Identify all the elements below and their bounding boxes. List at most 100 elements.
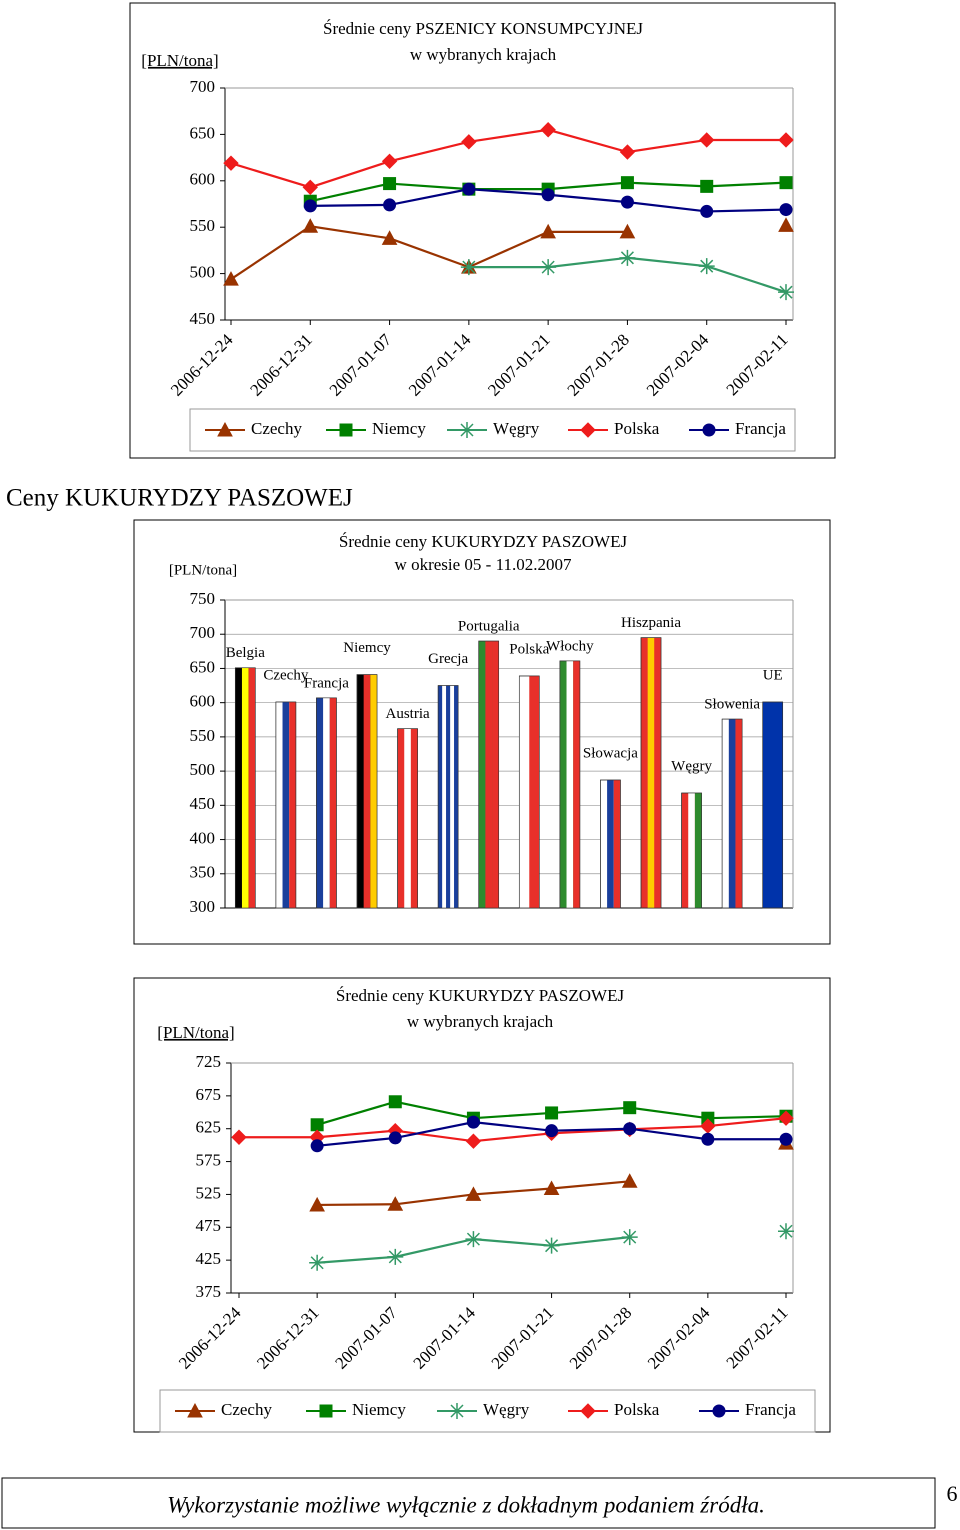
bar-outline — [600, 779, 621, 909]
point — [623, 1101, 637, 1115]
bar-outline — [559, 660, 581, 909]
flag-stripe — [442, 685, 447, 908]
legend-marker — [319, 1404, 333, 1418]
point — [231, 1129, 247, 1145]
point — [388, 1095, 402, 1109]
bar-label: Węgry — [671, 758, 712, 774]
bar-label: Niemcy — [343, 640, 391, 656]
bar-outline — [234, 667, 256, 909]
flag-stripe — [573, 660, 580, 908]
y-tick-label: 425 — [196, 1249, 222, 1268]
point — [465, 1133, 482, 1149]
y-tick-label: 300 — [190, 897, 216, 916]
y-tick-label: 750 — [190, 589, 216, 608]
flag-stripe — [282, 701, 290, 908]
y-tick-label: 525 — [196, 1183, 222, 1202]
legend-marker — [449, 1403, 465, 1419]
chart-title: Średnie ceny KUKURYDZY PASZOWEJ — [336, 986, 625, 1005]
legend-marker — [580, 1403, 596, 1419]
point — [309, 1196, 325, 1212]
y-tick-label: 650 — [190, 657, 216, 676]
legend-marker — [339, 423, 353, 437]
point — [383, 177, 397, 191]
flag-stripe — [446, 685, 451, 908]
bar-outline — [478, 640, 500, 909]
flag-stripe — [492, 641, 499, 908]
legend-marker — [459, 422, 475, 438]
chart-subtitle: w okresie 05 - 11.02.2007 — [395, 555, 572, 574]
point — [381, 153, 398, 170]
legend-marker — [217, 421, 233, 437]
point — [701, 1132, 715, 1146]
legend-marker — [702, 423, 716, 437]
legend-label: Niemcy — [352, 1400, 406, 1419]
bar-label: Portugalia — [458, 619, 520, 635]
bar-label: Hiszpania — [621, 615, 681, 631]
bar-outline — [640, 637, 662, 909]
flag-stripe — [323, 697, 330, 908]
point — [698, 258, 715, 275]
point — [460, 259, 477, 276]
flag-stripe — [647, 637, 655, 908]
series-line — [239, 1117, 787, 1143]
flag-stripe — [566, 660, 574, 908]
bar-label: Polska — [509, 641, 549, 657]
chart-frame — [129, 2, 836, 459]
point — [302, 179, 318, 196]
legend-label: Czechy — [251, 419, 302, 438]
bar-outline — [397, 728, 418, 909]
point — [779, 176, 793, 190]
flag-stripe — [289, 701, 296, 908]
point — [778, 1223, 794, 1240]
y-tick-label: 500 — [190, 263, 216, 282]
flag-stripe — [654, 637, 661, 908]
footer-box — [1, 1477, 936, 1529]
point — [545, 1106, 559, 1120]
y-tick-label: 450 — [190, 309, 216, 328]
bar-outline — [681, 792, 702, 909]
y-tick-label: 700 — [190, 77, 216, 96]
flag-stripe — [370, 674, 377, 908]
bar-label: Grecja — [428, 651, 468, 667]
flag-stripe — [613, 780, 621, 908]
point — [387, 1248, 404, 1265]
bar-label: Słowenia — [704, 697, 760, 713]
point — [223, 271, 239, 286]
bar-outline — [437, 685, 459, 909]
page-number: 6 — [947, 1481, 958, 1506]
bar-label: Austria — [385, 706, 430, 722]
legend-label: Polska — [614, 419, 660, 438]
point — [699, 132, 715, 148]
flag-stripe — [404, 728, 411, 908]
bar — [762, 701, 784, 909]
flag-stripe — [694, 793, 702, 908]
point — [778, 1110, 794, 1126]
chart-title: Średnie ceny KUKURYDZY PASZOWEJ — [339, 532, 628, 551]
point — [619, 223, 636, 239]
point — [462, 182, 476, 196]
y-tick-label: 700 — [190, 623, 216, 642]
legend-label: Francja — [735, 419, 786, 438]
point — [540, 259, 557, 276]
heading: Ceny KUKURYDZY PASZOWEJ — [6, 485, 353, 512]
point — [388, 1131, 402, 1145]
y-axis-label: [PLN/tona] — [141, 51, 218, 70]
footer: Wykorzystanie możliwe wyłącznie z dokład… — [167, 1492, 765, 1517]
point — [621, 1229, 638, 1246]
flag-stripe — [450, 685, 455, 908]
legend-label: Węgry — [493, 419, 540, 438]
bar-outline — [762, 701, 784, 909]
point — [540, 223, 556, 239]
flag-stripe — [607, 780, 614, 908]
legend-label: Węgry — [483, 1400, 530, 1419]
flag-stripe — [241, 667, 249, 908]
legend-label: Czechy — [221, 1400, 272, 1419]
flag-stripe — [329, 697, 337, 908]
y-tick-label: 475 — [196, 1216, 222, 1235]
flag-stripe — [688, 793, 695, 908]
point — [543, 1237, 560, 1254]
y-tick-label: 575 — [196, 1150, 222, 1169]
flag-stripe — [363, 674, 371, 908]
series-line — [230, 128, 786, 189]
point — [545, 1124, 559, 1138]
